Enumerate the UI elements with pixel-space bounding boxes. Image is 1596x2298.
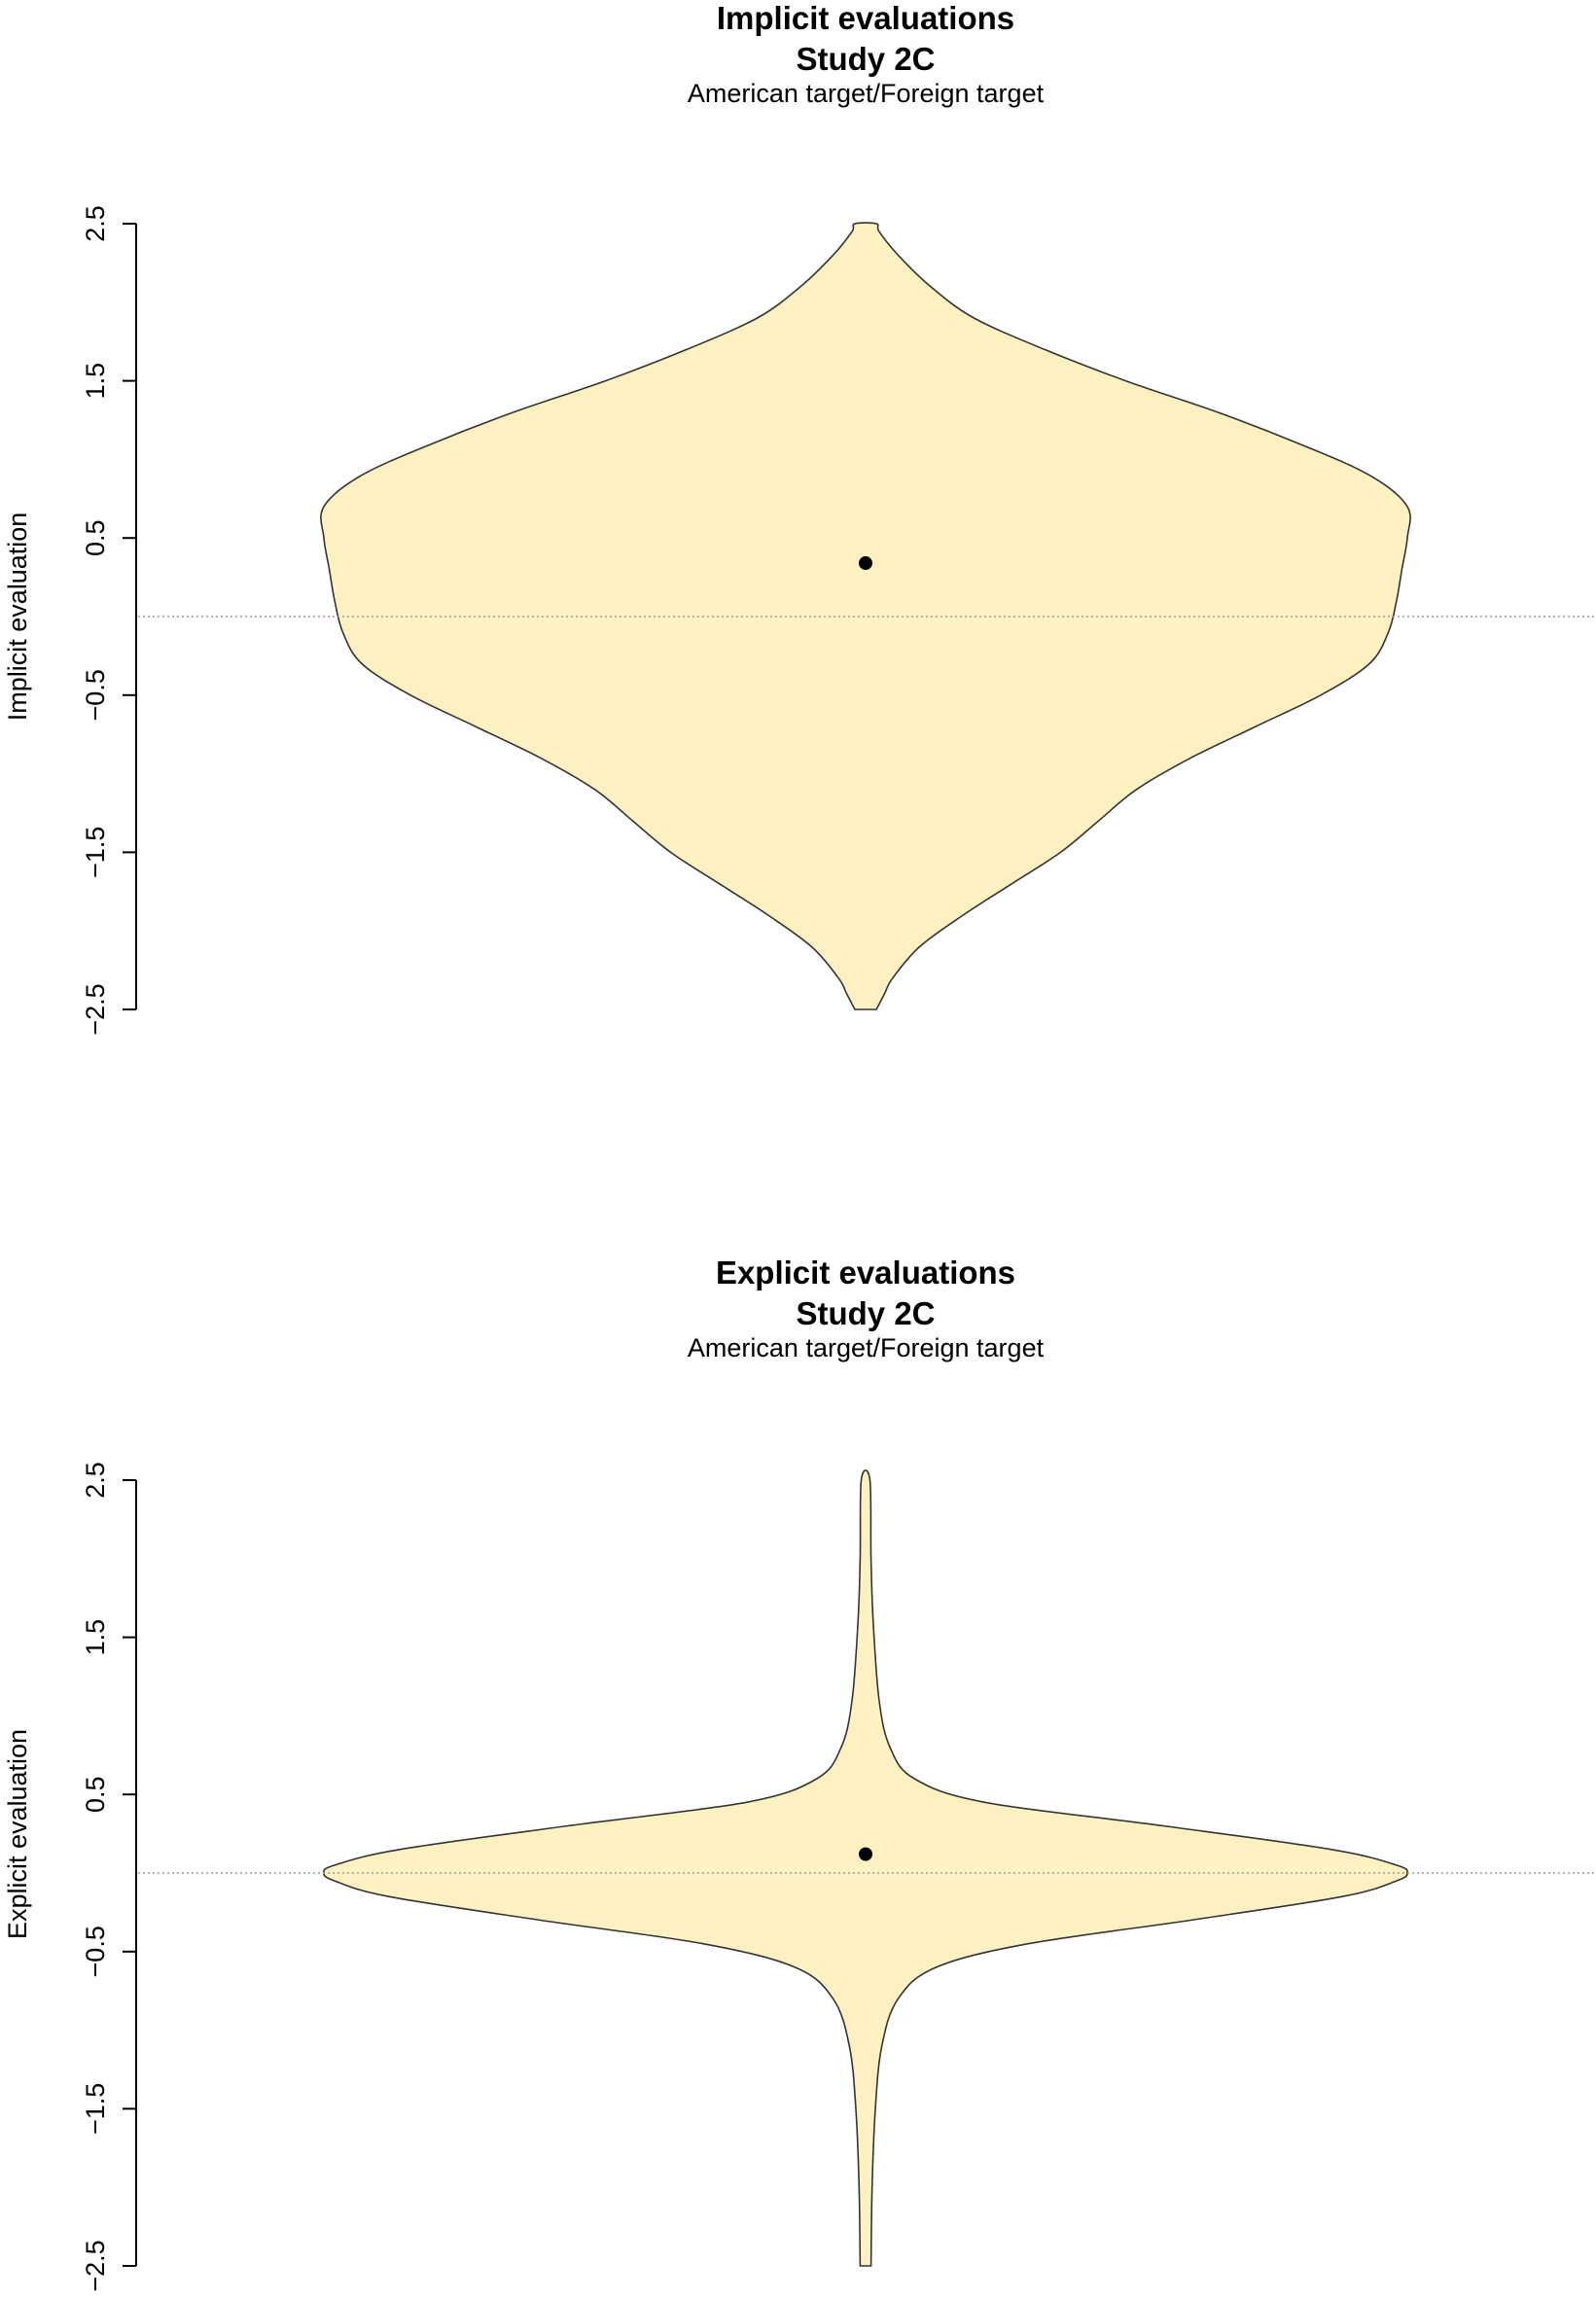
violin-shape [320, 222, 1411, 1010]
y-axis-label: Implicit evaluation [3, 513, 32, 722]
y-tick-label: 0.5 [81, 1776, 110, 1813]
y-axis-ticks: −2.5 −1.5 −0.5 0.5 1.5 2.5 [81, 205, 136, 1036]
y-tick-label: 2.5 [81, 1462, 110, 1499]
chart-title-line2: Study 2C [796, 1295, 935, 1331]
mean-point [859, 1847, 872, 1861]
y-axis-label: Explicit evaluation [3, 1729, 32, 1939]
y-axis-ticks: −2.5 −1.5 −0.5 0.5 1.5 2.5 [81, 1462, 136, 2292]
y-tick-label: −0.5 [81, 669, 110, 721]
plot-area [138, 1469, 1596, 2267]
explicit-evaluation-panel: Explicit evaluations Study 2C American t… [3, 1255, 1596, 2292]
chart-subtitle: American target/Foreign target [688, 1333, 1045, 1362]
chart-title: Explicit evaluations [716, 1255, 1015, 1290]
chart-title-line2: Study 2C [796, 41, 935, 77]
y-tick-label: 2.5 [81, 205, 110, 242]
y-tick-label: −0.5 [81, 1926, 110, 1977]
y-tick-label: −2.5 [81, 2240, 110, 2291]
y-tick-label: 1.5 [81, 1619, 110, 1656]
y-tick-label: −2.5 [81, 983, 110, 1035]
implicit-evaluation-panel: Implicit evaluations Study 2C American t… [3, 0, 1596, 1036]
y-tick-label: −1.5 [81, 827, 110, 878]
violin-shape [323, 1469, 1408, 2267]
chart-title: Implicit evaluations [717, 0, 1014, 36]
chart-subtitle: American target/Foreign target [688, 79, 1045, 108]
y-tick-label: 0.5 [81, 519, 110, 556]
y-tick-label: −1.5 [81, 2083, 110, 2135]
mean-point [859, 556, 872, 571]
plot-area [138, 222, 1596, 1010]
y-tick-label: 1.5 [81, 363, 110, 400]
